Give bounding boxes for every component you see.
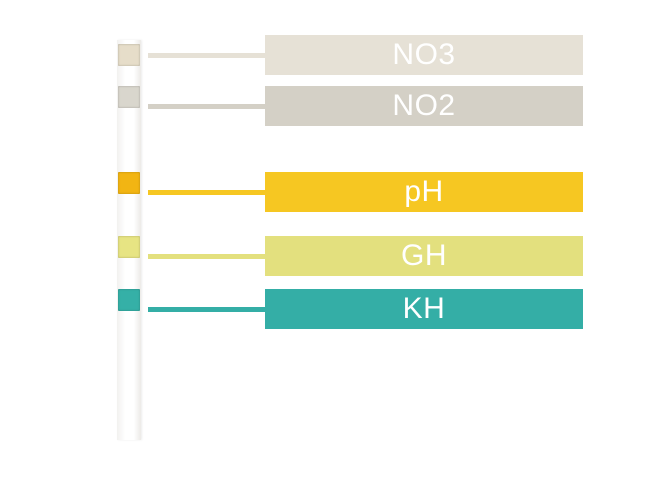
pad-no2 [118,86,140,108]
row-no3: NO3 [148,35,583,75]
test-strip [117,40,141,440]
pad-kh [118,289,140,311]
pad-ph [118,172,140,194]
row-ph: pH [148,172,583,212]
label-no2: NO2 [265,86,583,126]
connector-kh [148,307,265,312]
pad-no3 [118,44,140,66]
label-ph: pH [265,172,583,212]
connector-gh [148,254,265,259]
connector-no3 [148,53,265,58]
label-kh: KH [265,289,583,329]
row-no2: NO2 [148,86,583,126]
row-gh: GH [148,236,583,276]
row-kh: KH [148,289,583,329]
pad-gh [118,236,140,258]
label-no3: NO3 [265,35,583,75]
connector-no2 [148,104,265,109]
label-gh: GH [265,236,583,276]
connector-ph [148,190,265,195]
test-strip-diagram: { "layout":{ "strip":{"left":117,"top":4… [0,0,650,500]
